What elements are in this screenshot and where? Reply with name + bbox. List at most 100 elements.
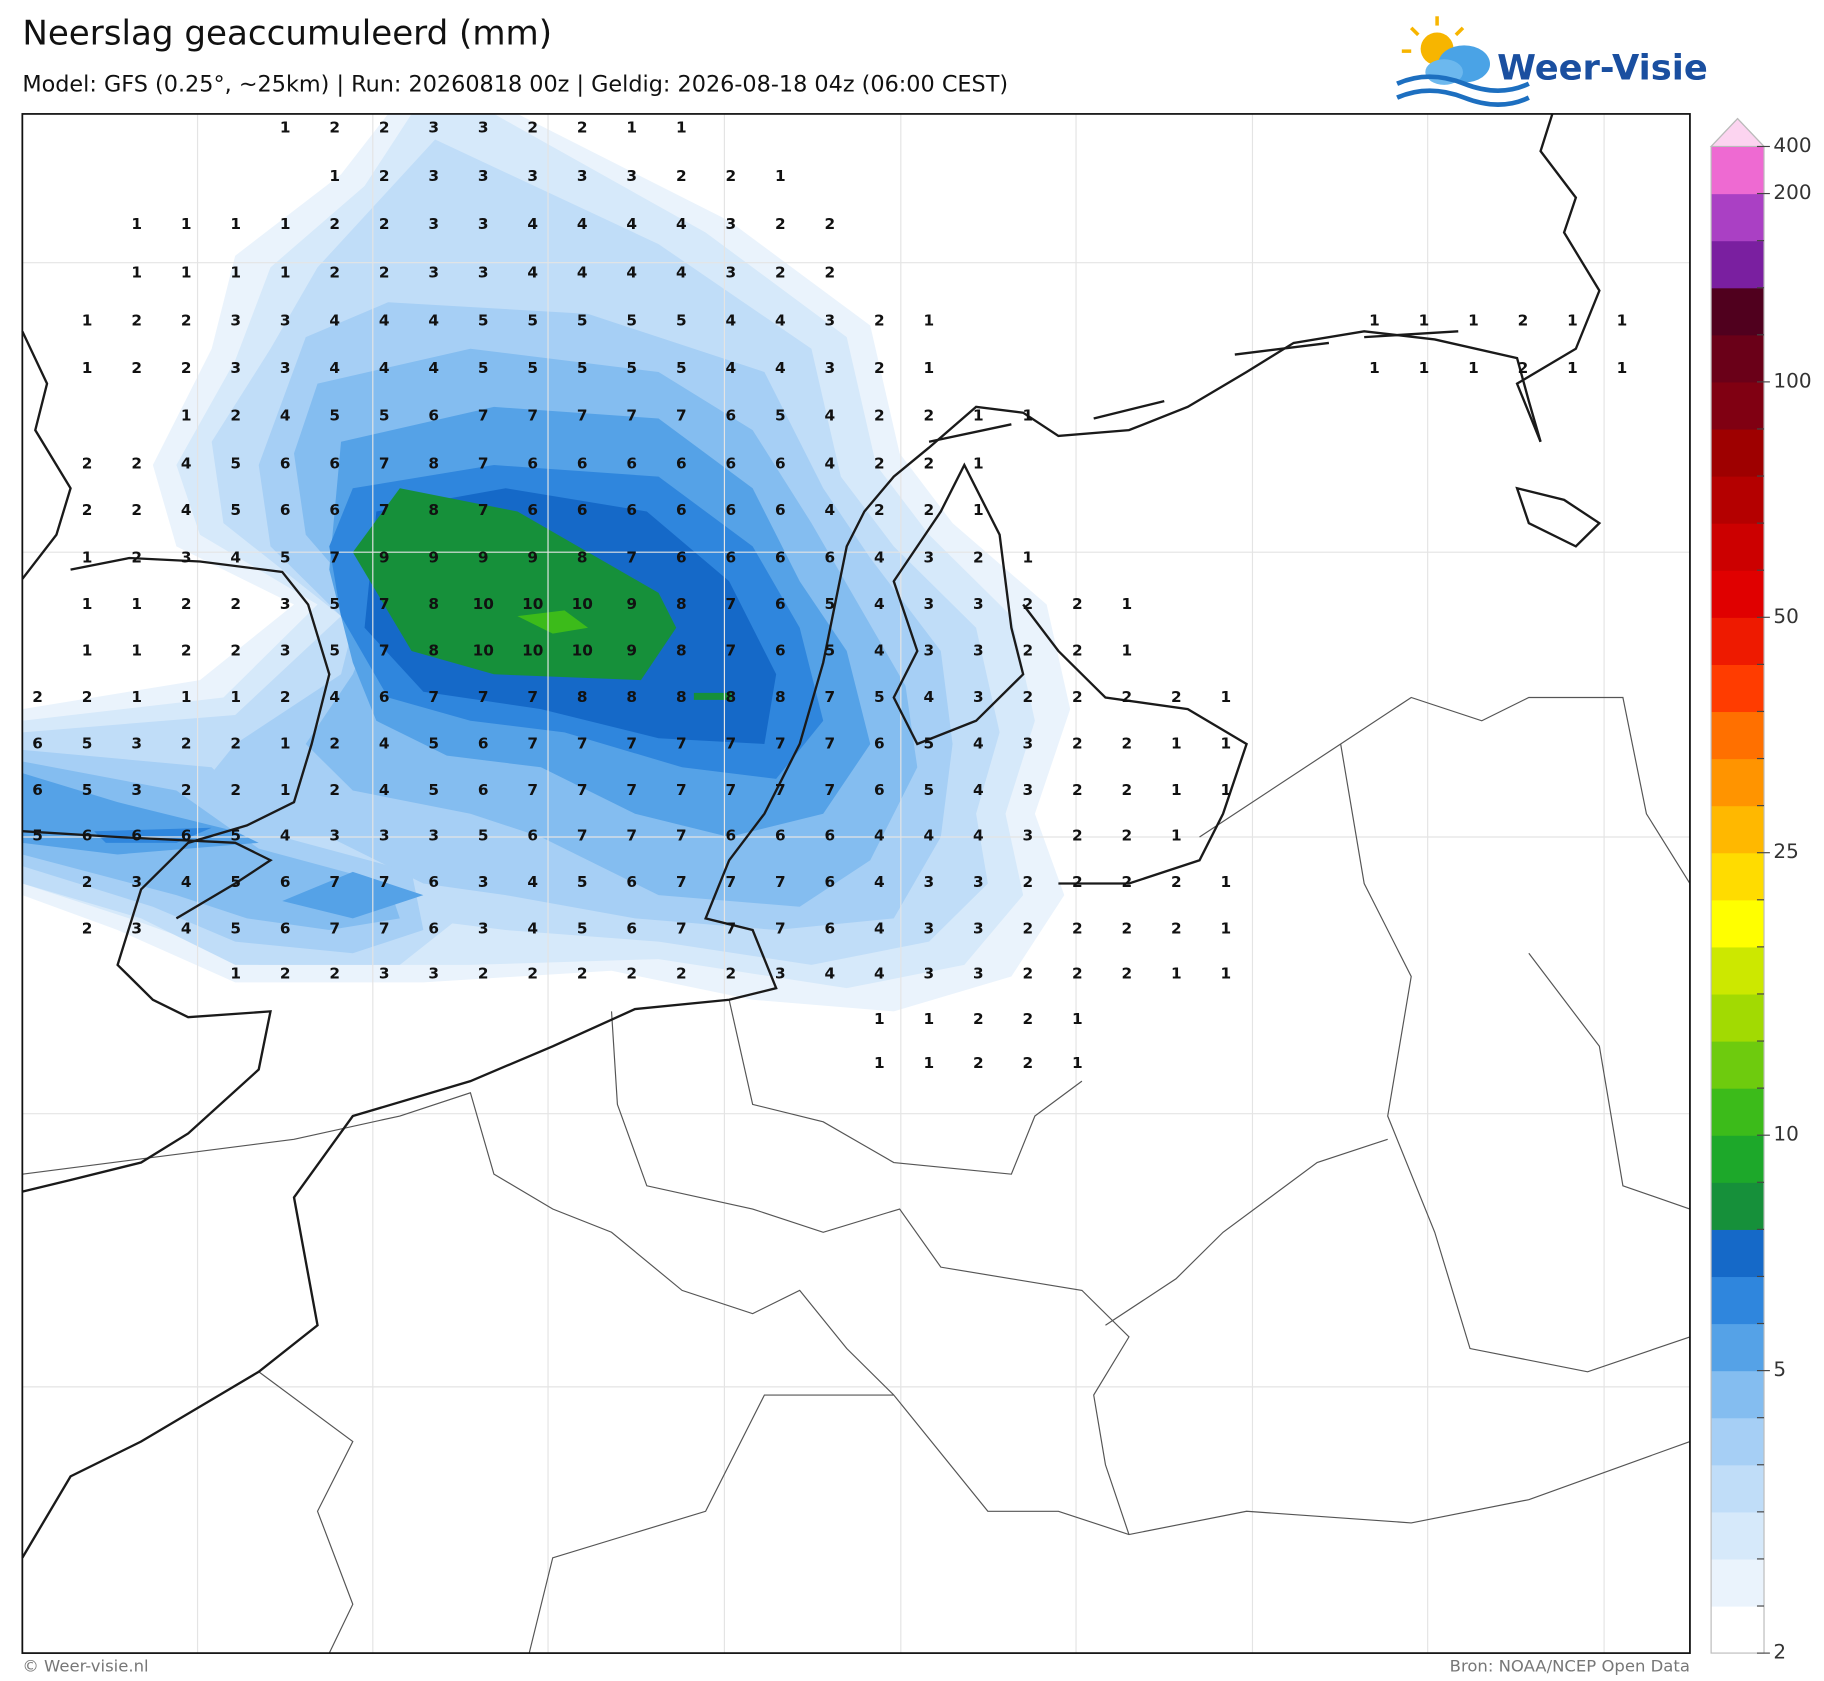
precip-value: 1 [874,1054,885,1072]
colorbar-tick-label: 5 [1773,1358,1786,1381]
precip-value: 2 [379,118,390,136]
precip-value: 5 [676,311,687,329]
precip-value: 6 [676,501,687,519]
precip-value: 5 [329,407,340,425]
precip-value: 7 [428,688,439,706]
precip-value: 8 [725,688,736,706]
precip-value: 10 [473,595,494,613]
precip-value: 4 [874,549,885,567]
precip-value: 2 [527,118,538,136]
precip-value: 2 [923,501,934,519]
precip-value: 6 [824,919,835,937]
precip-value: 2 [775,215,786,233]
precip-value: 3 [428,826,439,844]
precip-value: 8 [676,642,687,660]
precip-value: 2 [230,781,241,799]
colorbar-segment [1711,1323,1765,1372]
precip-value: 4 [230,549,241,567]
precip-value: 6 [280,919,291,937]
precip-value: 6 [775,549,786,567]
precip-value: 1 [923,1054,934,1072]
precip-value: 5 [626,311,637,329]
precip-value: 1 [1221,735,1232,753]
precip-value: 2 [181,311,192,329]
precip-value: 2 [82,919,93,937]
colorbar-tick-label: 2 [1773,1641,1786,1664]
precip-value: 2 [478,965,489,983]
precip-value: 4 [874,642,885,660]
precip-value: 1 [1567,359,1578,377]
precip-value: 3 [1023,826,1034,844]
precip-value: 3 [1023,781,1034,799]
colorbar-tick-label: 200 [1773,181,1811,204]
precip-value: 2 [1122,688,1133,706]
precip-value: 2 [1171,919,1182,937]
precip-value: 3 [626,167,637,185]
precip-value: 7 [478,501,489,519]
precip-value: 1 [280,264,291,282]
precip-value: 9 [626,595,637,613]
precip-value: 2 [874,311,885,329]
precip-value: 10 [522,595,543,613]
precip-value: 4 [824,454,835,472]
precip-value: 4 [824,965,835,983]
precip-value: 7 [577,407,588,425]
precip-value: 2 [82,454,93,472]
precip-value: 1 [230,688,241,706]
precip-value: 1 [1072,1010,1083,1028]
precip-value: 8 [428,454,439,472]
precip-value: 7 [626,781,637,799]
precip-value: 2 [1072,781,1083,799]
colorbar-segment [1711,758,1765,807]
precip-value: 1 [1567,311,1578,329]
precip-value: 3 [923,919,934,937]
precip-value: 7 [676,735,687,753]
logo-rays [1401,16,1465,53]
precip-value: 2 [1518,359,1529,377]
precip-value: 4 [874,919,885,937]
precip-value: 8 [775,688,786,706]
colorbar-tick-label: 100 [1773,369,1811,392]
precip-value: 7 [478,407,489,425]
precip-value: 4 [181,873,192,891]
precip-value: 2 [874,501,885,519]
precip-value: 5 [230,501,241,519]
precip-value: 2 [1023,595,1034,613]
precip-value: 5 [577,873,588,891]
precip-value: 4 [824,407,835,425]
precip-value: 1 [329,167,340,185]
colorbar-segment [1711,899,1765,948]
precip-value: 2 [329,264,340,282]
precip-value: 2 [626,965,637,983]
precip-value: 1 [676,118,687,136]
precip-value: 1 [1023,549,1034,567]
precip-value: 5 [329,595,340,613]
precip-value: 1 [1419,359,1430,377]
precip-value: 4 [874,965,885,983]
colorbar-segment [1711,1276,1765,1325]
precip-value: 6 [379,688,390,706]
precip-value: 3 [329,826,340,844]
precip-value: 3 [923,642,934,660]
precip-value: 5 [626,359,637,377]
precip-value: 6 [824,826,835,844]
precip-value: 2 [1518,311,1529,329]
precip-value: 8 [428,501,439,519]
precip-area [693,692,732,700]
coastlines [21,113,1602,1559]
colorbar-tick-label: 400 [1773,134,1811,157]
precip-value: 4 [379,311,390,329]
colorbar-segment [1711,476,1765,524]
colorbar-segment [1711,1511,1765,1560]
precip-value: 7 [775,919,786,937]
map-area: 1 2 2 3 3 2 2 1 1 1 2 3 3 3 3 3 2 2 1 1 1 1 1 2 2 3 3 4 4 4 4 3 2 2 1 1 1 1 2 2… [21,113,1691,1654]
precip-value: 1 [1419,311,1430,329]
precip-value: 7 [379,595,390,613]
precip-value: 6 [775,501,786,519]
precip-value: 9 [626,642,637,660]
precip-value: 5 [676,359,687,377]
precip-value: 3 [428,215,439,233]
precip-value: 6 [428,873,439,891]
precip-value: 1 [131,264,142,282]
